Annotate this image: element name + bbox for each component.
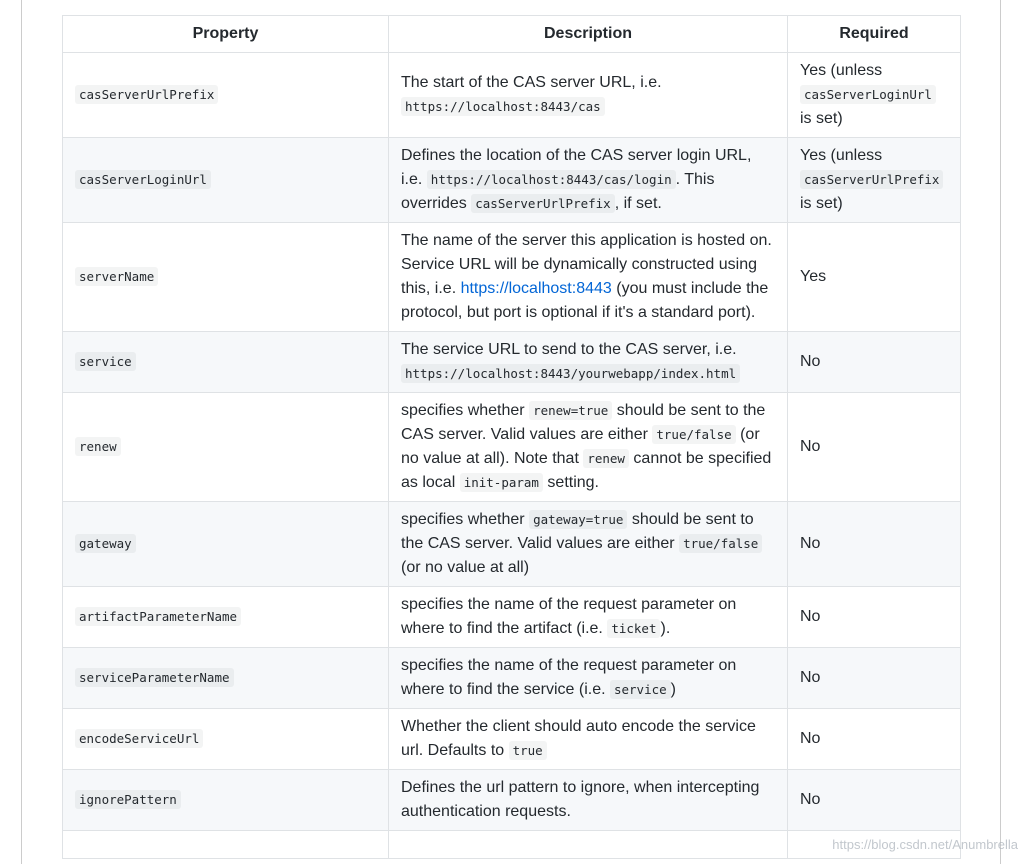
inline-code: renew	[583, 449, 629, 468]
required-cell: No	[787, 769, 961, 831]
inline-code: true	[508, 741, 547, 760]
property-code: artifactParameterName	[75, 607, 242, 626]
table-row-casServerLoginUrl: casServerLoginUrl Defines the location of…	[62, 137, 961, 223]
property-code: renew	[75, 437, 121, 456]
inline-code: renew=true	[529, 401, 613, 420]
column-header-required: Required	[787, 15, 961, 53]
required-cell: No	[787, 392, 961, 502]
property-code: gateway	[75, 534, 136, 553]
description-cell: specifies whether renew=true should be s…	[388, 392, 788, 502]
required-cell	[787, 830, 961, 859]
table-row-ignorePattern: ignorePattern Defines the url pattern to …	[62, 769, 961, 831]
inline-link[interactable]: https://localhost:8443	[460, 280, 612, 297]
description-cell: Whether the client should auto encode th…	[388, 708, 788, 770]
property-cell: serverName	[62, 222, 389, 332]
inline-code: true/false	[679, 534, 763, 553]
inline-code: https://localhost:8443/cas	[401, 97, 605, 116]
table-row-casServerUrlPrefix: casServerUrlPrefix The start of the CAS s…	[62, 52, 961, 138]
property-code: ignorePattern	[75, 790, 181, 809]
description-cell	[388, 830, 788, 859]
required-cell: No	[787, 647, 961, 709]
property-code: serverName	[75, 267, 159, 286]
table-header: Property Description Required	[62, 15, 961, 53]
inline-code: casServerLoginUrl	[800, 85, 936, 104]
table-row-serverName: serverName The name of the server this ap…	[62, 222, 961, 332]
required-cell: No	[787, 501, 961, 587]
inline-code: casServerUrlPrefix	[471, 194, 615, 213]
table-row-artifactParameterName: artifactParameterName specifies the name …	[62, 586, 961, 648]
column-header-property: Property	[62, 15, 389, 53]
property-cell: ignorePattern	[62, 769, 389, 831]
property-cell: service	[62, 331, 389, 393]
property-cell	[62, 830, 389, 859]
inline-code: gateway=true	[529, 510, 628, 529]
inline-code: true/false	[652, 425, 736, 444]
required-cell: No	[787, 331, 961, 393]
table-row-renew: renew specifies whether renew=true should…	[62, 392, 961, 502]
table-row-partial	[62, 830, 961, 859]
description-cell: specifies the name of the request parame…	[388, 647, 788, 709]
header-row: Property Description Required	[62, 15, 961, 53]
inline-code: casServerUrlPrefix	[800, 170, 944, 189]
description-cell: The service URL to send to the CAS serve…	[388, 331, 788, 393]
required-cell: No	[787, 586, 961, 648]
property-cell: gateway	[62, 501, 389, 587]
table-row-gateway: gateway specifies whether gateway=true sh…	[62, 501, 961, 587]
inline-code: init-param	[459, 473, 543, 492]
content-left-border	[21, 0, 22, 864]
property-code: service	[75, 352, 136, 371]
description-cell: specifies whether gateway=true should be…	[388, 501, 788, 587]
property-cell: casServerLoginUrl	[62, 137, 389, 223]
property-code: casServerUrlPrefix	[75, 85, 219, 104]
property-cell: renew	[62, 392, 389, 502]
property-cell: serviceParameterName	[62, 647, 389, 709]
property-cell: encodeServiceUrl	[62, 708, 389, 770]
property-code: serviceParameterName	[75, 668, 234, 687]
description-cell: The name of the server this application …	[388, 222, 788, 332]
description-cell: Defines the url pattern to ignore, when …	[388, 769, 788, 831]
description-cell: specifies the name of the request parame…	[388, 586, 788, 648]
inline-code: service	[609, 680, 671, 699]
inline-code: ticket	[607, 619, 661, 638]
property-cell: artifactParameterName	[62, 586, 389, 648]
inline-code: https://localhost:8443/yourwebapp/index.…	[401, 364, 741, 383]
column-header-description: Description	[388, 15, 788, 53]
cas-properties-table: Property Description Required casServerUrl…	[62, 15, 961, 859]
description-cell: The start of the CAS server URL, i.e. ht…	[388, 52, 788, 138]
table-row-service: service The service URL to send to the CA…	[62, 331, 961, 393]
content-right-border	[1000, 0, 1001, 864]
property-cell: casServerUrlPrefix	[62, 52, 389, 138]
property-code: encodeServiceUrl	[75, 729, 204, 748]
inline-code: https://localhost:8443/cas/login	[426, 170, 676, 189]
required-cell: Yes (unless casServerLoginUrl is set)	[787, 52, 961, 138]
property-code: casServerLoginUrl	[75, 170, 211, 189]
required-cell: No	[787, 708, 961, 770]
required-cell: Yes (unless casServerUrlPrefix is set)	[787, 137, 961, 223]
table-row-serviceParameterName: serviceParameterName specifies the name o…	[62, 647, 961, 709]
table-row-encodeServiceUrl: encodeServiceUrl Whether the client shoul…	[62, 708, 961, 770]
description-cell: Defines the location of the CAS server l…	[388, 137, 788, 223]
required-cell: Yes	[787, 222, 961, 332]
